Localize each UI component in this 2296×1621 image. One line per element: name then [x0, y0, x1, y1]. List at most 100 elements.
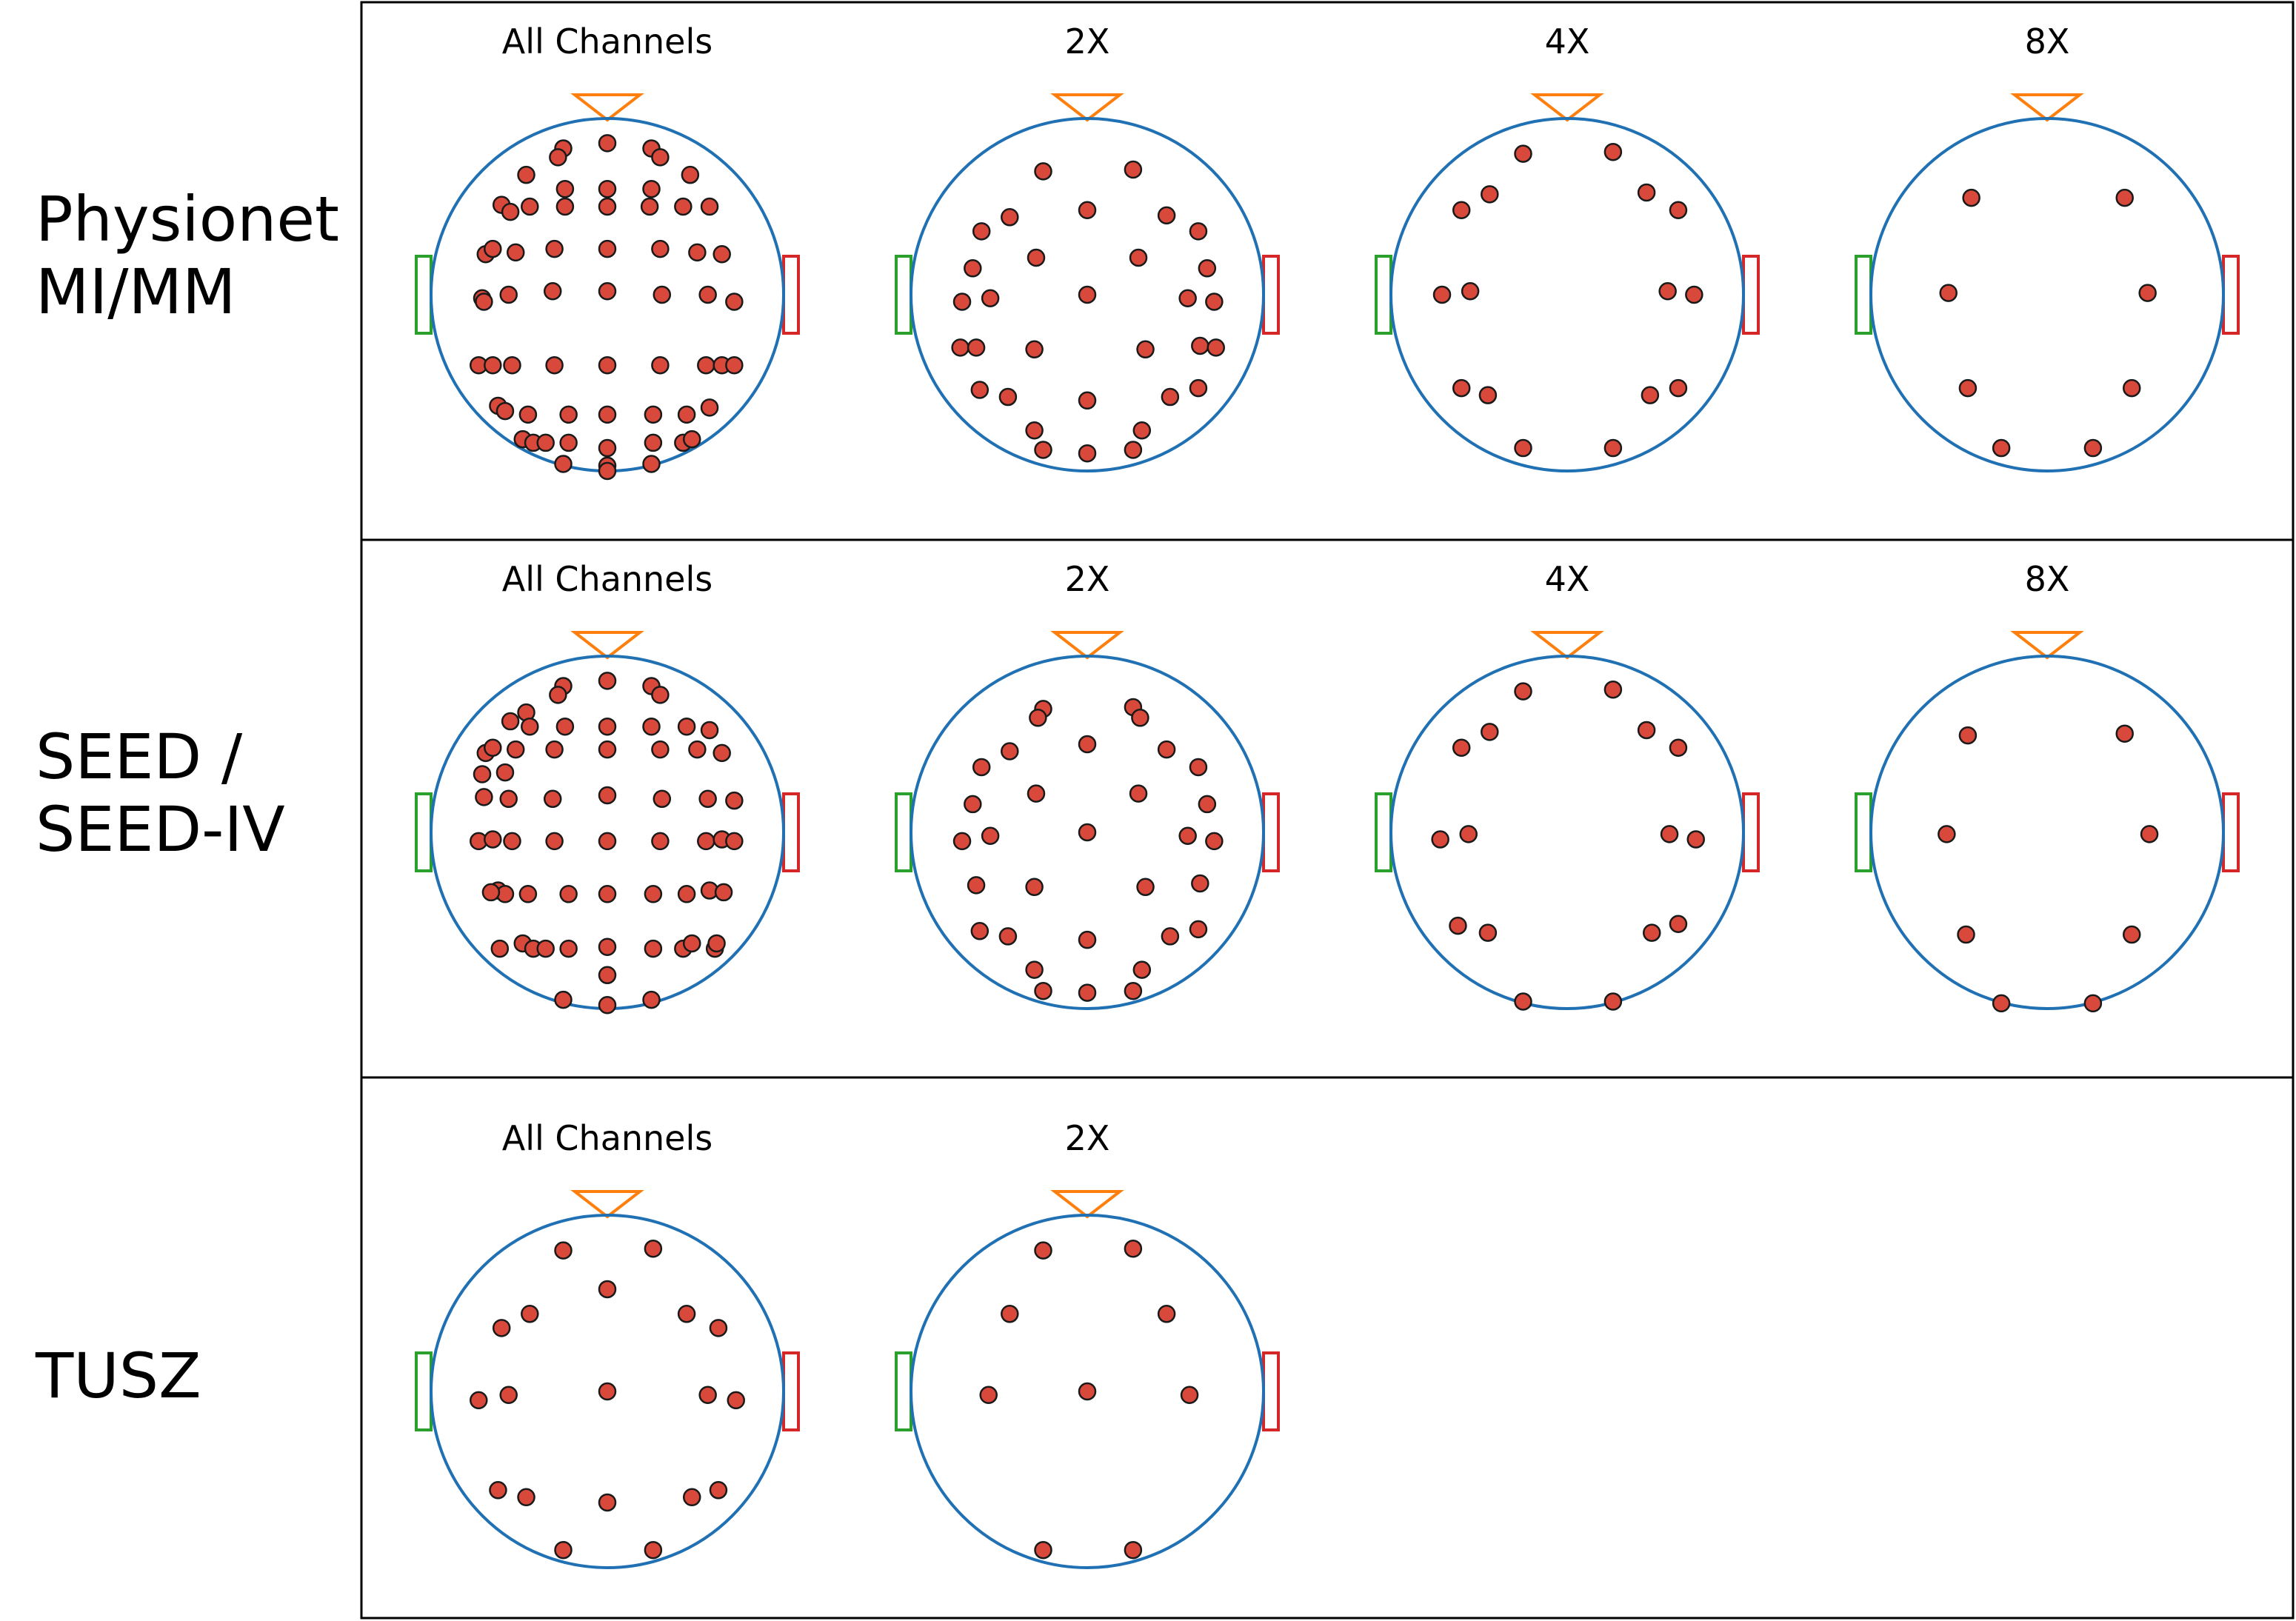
- electrode: [489, 1481, 507, 1500]
- electrode: [543, 789, 562, 809]
- electrode: [549, 148, 567, 167]
- electrode: [501, 712, 520, 731]
- electrode: [598, 832, 617, 851]
- electrode: [598, 740, 617, 759]
- electrode: [1660, 825, 1679, 843]
- electrode: [972, 222, 991, 241]
- electrode: [1452, 738, 1471, 758]
- electrode: [653, 789, 672, 809]
- panel-title: 4X: [1545, 21, 1590, 61]
- electrode: [674, 197, 693, 216]
- right-ear-marker: [2222, 255, 2240, 335]
- electrode: [1669, 915, 1688, 934]
- electrode: [1481, 185, 1499, 204]
- nose-marker: [1530, 93, 1604, 122]
- electrode: [697, 832, 715, 851]
- electrode: [1025, 878, 1044, 897]
- electrode: [1124, 160, 1143, 179]
- electrode: [545, 239, 564, 258]
- electrode: [1992, 438, 2011, 458]
- electrode: [1658, 281, 1677, 301]
- electrode: [1514, 992, 1532, 1011]
- electrode: [651, 740, 670, 759]
- electrode: [1603, 992, 1623, 1011]
- electrode: [1992, 994, 2011, 1013]
- electrode: [1157, 206, 1176, 225]
- electrode: [972, 758, 991, 777]
- left-ear-marker: [1375, 255, 1392, 335]
- electrode: [640, 197, 659, 216]
- electrode: [697, 355, 715, 375]
- electrode: [698, 1386, 717, 1405]
- left-ear-marker: [415, 1351, 433, 1431]
- electrode: [681, 165, 700, 184]
- electrode: [1939, 284, 1958, 302]
- electrode: [559, 885, 578, 903]
- right-ear-marker: [782, 1351, 800, 1431]
- electrode: [506, 243, 525, 262]
- electrode: [1078, 444, 1097, 463]
- electrode: [1034, 441, 1052, 459]
- electrode: [1957, 925, 1975, 944]
- electrode: [642, 990, 661, 1009]
- electrode: [499, 1386, 518, 1405]
- electrode: [644, 1540, 663, 1560]
- electrode: [967, 876, 986, 895]
- electrode: [1452, 201, 1471, 220]
- head-topomap: 8X: [1855, 559, 2240, 1013]
- nose-marker: [2010, 631, 2084, 660]
- electrode: [598, 355, 617, 375]
- electrode: [1161, 927, 1180, 946]
- electrode: [1191, 874, 1209, 893]
- electrode: [1603, 438, 1623, 458]
- left-ear-marker: [895, 255, 912, 335]
- electrode: [2138, 284, 2157, 302]
- electrode: [1124, 441, 1143, 459]
- electrode: [484, 738, 502, 758]
- electrode: [727, 1391, 745, 1410]
- electrode: [1027, 248, 1046, 267]
- electrode: [521, 1305, 539, 1323]
- left-ear-marker: [415, 792, 433, 872]
- electrode: [682, 934, 701, 953]
- electrode: [549, 686, 567, 704]
- row-label-line: TUSZ: [35, 1340, 201, 1412]
- row-label: Physionet MI/MM: [36, 183, 339, 328]
- electrode: [598, 1280, 617, 1299]
- electrode: [2115, 724, 2134, 743]
- nose-marker: [570, 1190, 644, 1219]
- electrode: [1514, 682, 1532, 701]
- electrode: [1157, 1305, 1176, 1323]
- electrode: [688, 740, 707, 759]
- panel-title: 8X: [2025, 21, 2070, 61]
- electrode: [536, 939, 555, 958]
- electrode: [698, 789, 717, 809]
- electrode: [517, 165, 535, 184]
- electrode: [1205, 832, 1224, 851]
- electrode: [2083, 994, 2103, 1013]
- electrode: [1001, 208, 1019, 227]
- electrode: [1078, 1382, 1097, 1401]
- electrode: [1461, 281, 1480, 301]
- electrode: [598, 885, 617, 903]
- electrode: [1034, 1540, 1052, 1560]
- electrode: [709, 1481, 728, 1500]
- nose-marker: [2010, 93, 2084, 122]
- electrode: [1078, 391, 1097, 410]
- electrode: [1642, 923, 1661, 942]
- electrode: [1124, 1540, 1143, 1560]
- right-ear-marker: [1262, 255, 1280, 335]
- electrode: [503, 355, 521, 375]
- head-outline: [430, 1214, 785, 1569]
- right-ear-marker: [782, 255, 800, 335]
- electrode: [1958, 726, 1978, 745]
- electrode: [1124, 1239, 1143, 1258]
- electrode: [517, 1488, 535, 1507]
- panel-title: 2X: [1065, 21, 1110, 61]
- nose-marker: [1530, 631, 1604, 660]
- electrode: [1449, 916, 1467, 935]
- electrode: [644, 885, 663, 903]
- electrode: [1962, 188, 1980, 207]
- head-topomap: 4X: [1375, 559, 1760, 1011]
- electrode: [484, 239, 502, 258]
